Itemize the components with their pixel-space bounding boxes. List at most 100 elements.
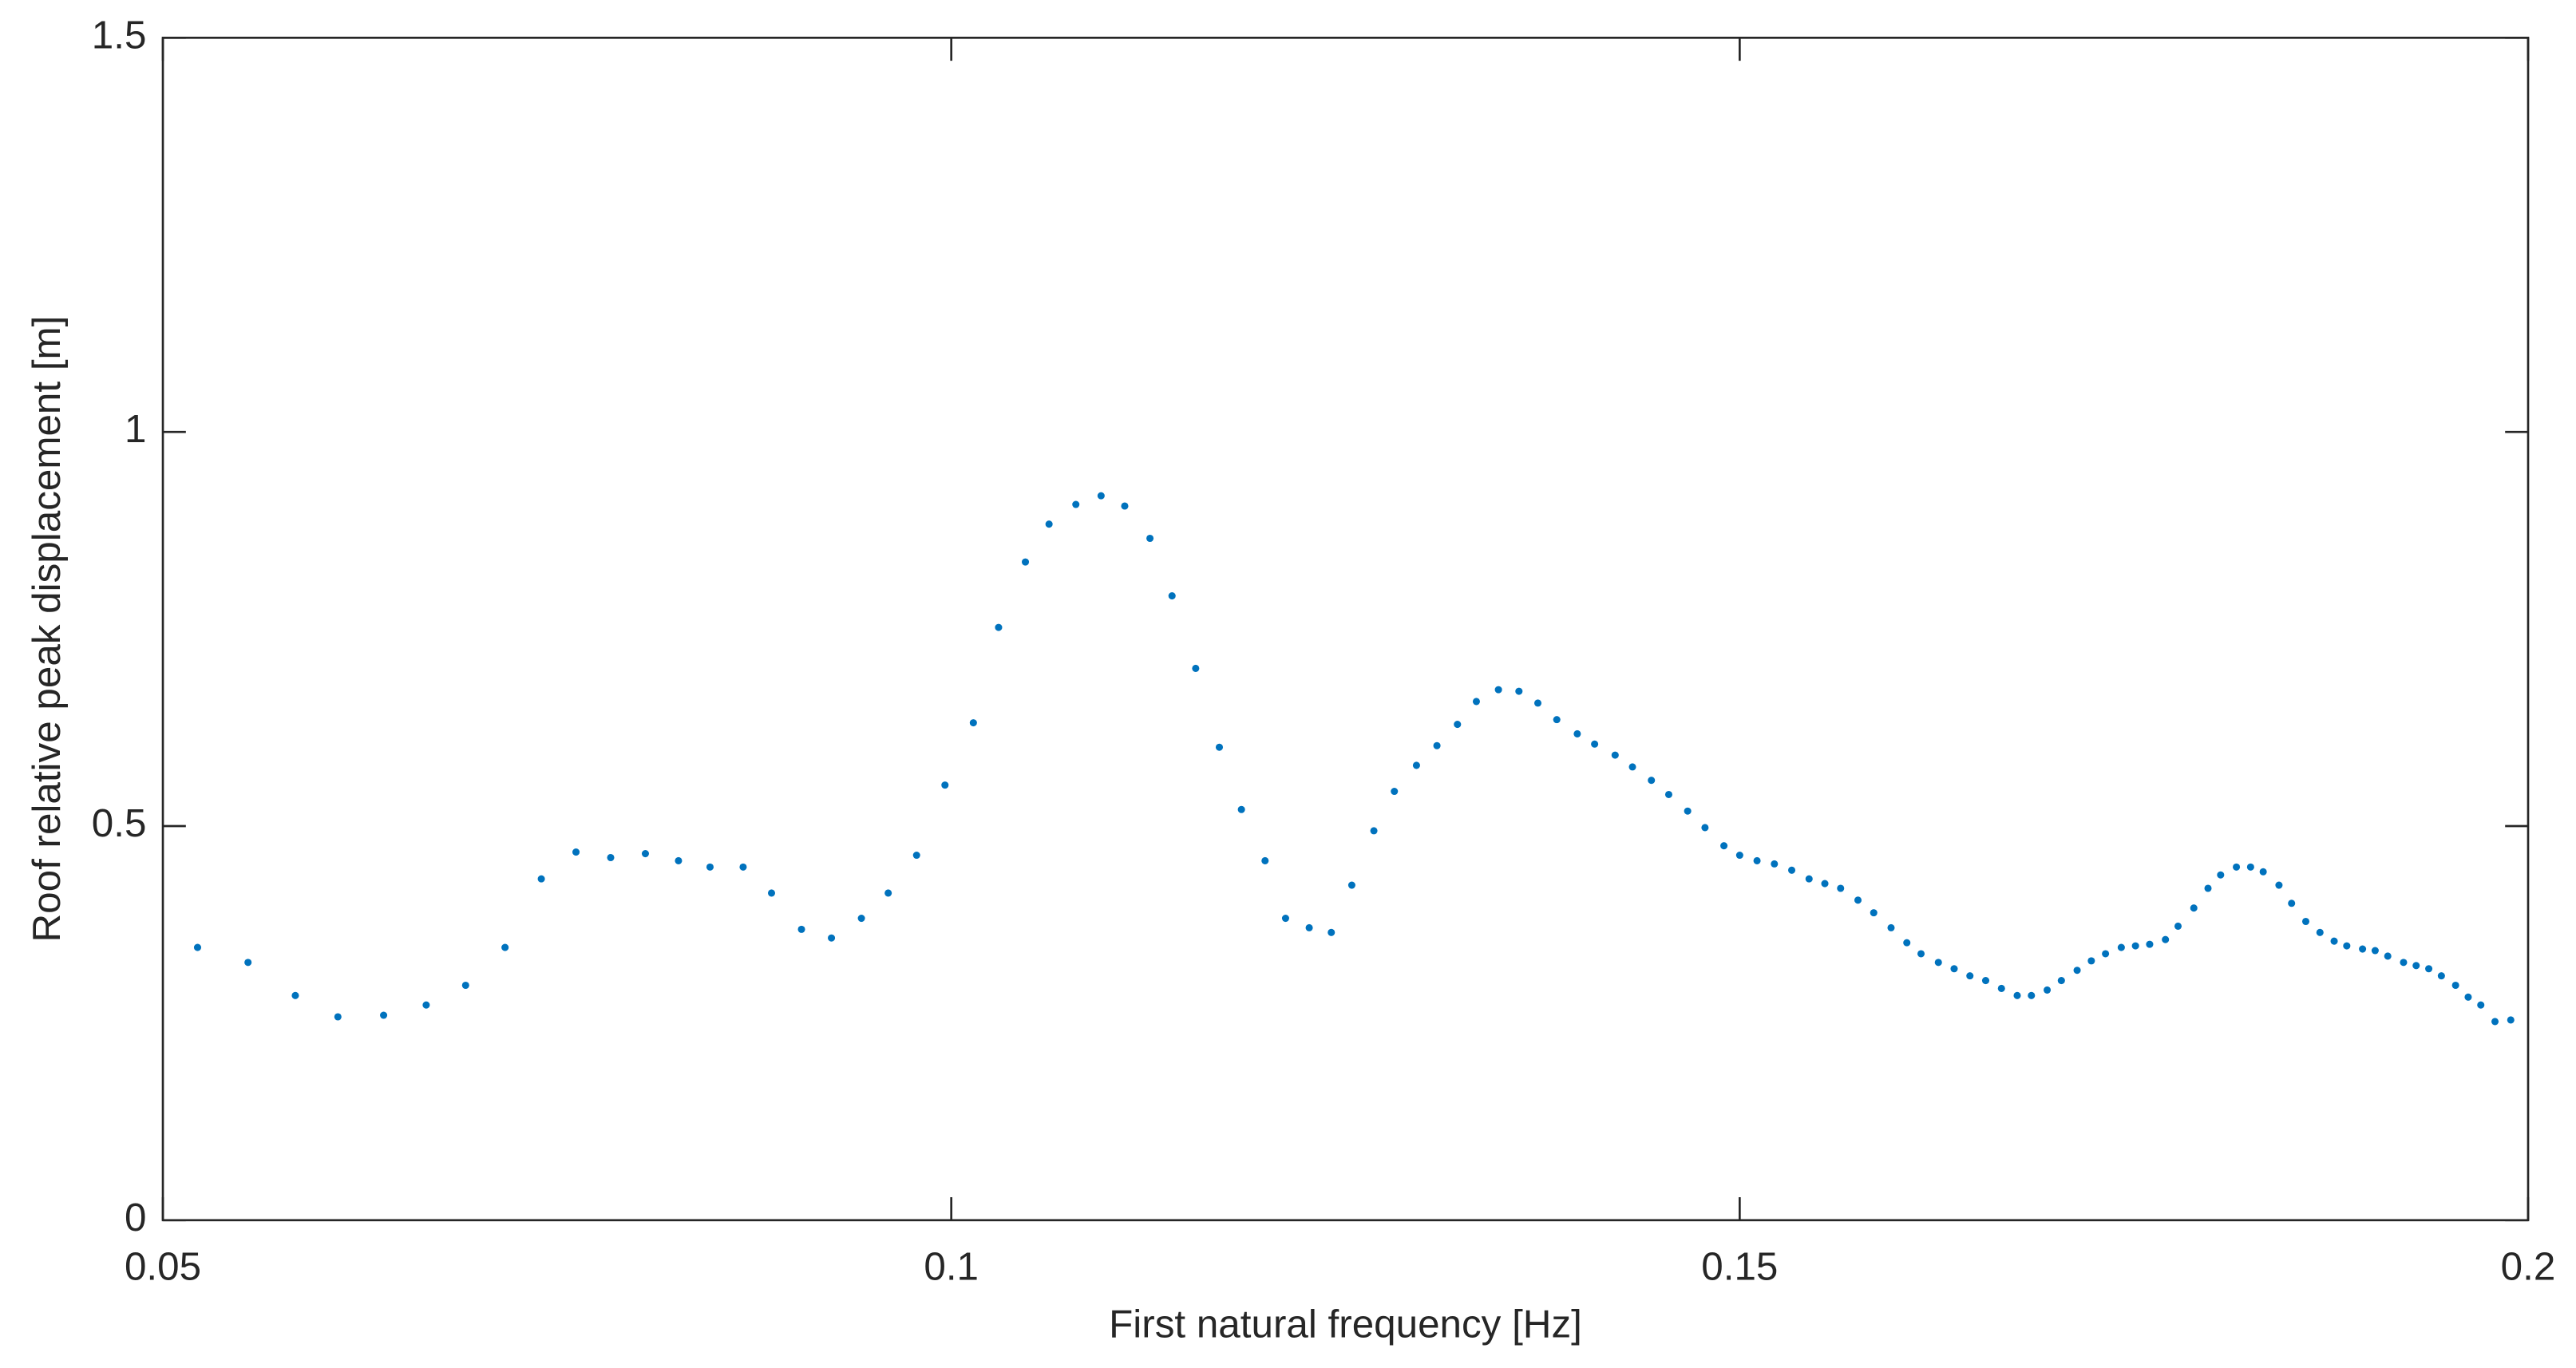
point (1573, 729, 1581, 737)
plot-frame (161, 36, 2530, 1222)
point (2437, 972, 2445, 980)
point (1753, 856, 1761, 864)
point (2330, 937, 2338, 945)
point (706, 863, 714, 871)
point (380, 1011, 388, 1019)
point (607, 853, 615, 862)
point (501, 943, 509, 951)
point (244, 959, 252, 967)
point (1805, 875, 1813, 883)
point (1887, 923, 1895, 931)
point (1591, 740, 1599, 748)
point (1903, 939, 1911, 947)
point (1412, 761, 1420, 769)
point (797, 925, 805, 933)
point (1391, 788, 1399, 796)
point (2057, 977, 2065, 985)
point (995, 623, 1003, 631)
point (767, 889, 776, 897)
point (1997, 984, 2005, 992)
point (1097, 492, 1105, 500)
point (1146, 534, 1154, 543)
point (2288, 899, 2296, 907)
point (1735, 852, 1743, 860)
point (1966, 972, 1974, 980)
point (1821, 880, 1829, 888)
point (2400, 959, 2408, 967)
point (1347, 881, 1355, 889)
point (2359, 945, 2367, 953)
y-tick-label: 0.5 (92, 801, 147, 845)
point (1494, 686, 1502, 694)
point (2246, 863, 2254, 871)
point (193, 943, 202, 951)
point (422, 1001, 430, 1009)
point (2343, 942, 2351, 950)
point (2102, 950, 2110, 958)
point (2425, 965, 2433, 973)
point (1261, 856, 1269, 864)
x-axis-label: First natural frequency [Hz] (1109, 1303, 1582, 1346)
y-axis-label: Roof relative peak displacement [m] (25, 316, 69, 943)
point (1045, 520, 1053, 528)
point (572, 848, 580, 856)
point (1684, 807, 1692, 815)
point (2384, 952, 2392, 960)
point (2087, 957, 2095, 965)
point (1472, 698, 1480, 706)
point (1981, 977, 1990, 985)
point (2491, 1018, 2499, 1026)
point (2028, 991, 2036, 999)
point (2190, 904, 2198, 912)
point (1370, 827, 1378, 835)
point (1788, 866, 1796, 874)
point (1611, 751, 1619, 759)
y-tick-label: 1.5 (92, 13, 147, 57)
point (641, 850, 650, 858)
point (2259, 868, 2267, 876)
point (1771, 860, 1779, 868)
point (912, 852, 920, 860)
point (2371, 947, 2379, 955)
point (1515, 687, 1523, 695)
point (1837, 884, 1845, 892)
point (2451, 981, 2459, 990)
point (537, 875, 545, 883)
y-tick-label: 0 (125, 1196, 146, 1240)
point (1305, 923, 1313, 931)
point (2464, 993, 2472, 1001)
point (2412, 962, 2420, 970)
point (1533, 699, 1542, 707)
x-tick-label: 0.2 (2501, 1245, 2556, 1289)
y-tick-label: 1 (125, 407, 146, 451)
point (2117, 943, 2125, 951)
point (1648, 777, 1656, 785)
point (884, 889, 892, 897)
point (2233, 863, 2241, 871)
point (2301, 917, 2310, 926)
point (2217, 871, 2225, 879)
point (941, 781, 949, 789)
point (1934, 959, 1942, 967)
point (1701, 824, 1709, 832)
x-tick-label: 0.15 (1701, 1245, 1778, 1289)
point (291, 991, 299, 999)
point (1553, 716, 1561, 724)
point (2507, 1016, 2515, 1024)
point (2275, 881, 2283, 889)
point (1281, 915, 1289, 923)
point (1072, 500, 1080, 508)
point (334, 1013, 342, 1021)
point (1454, 721, 1462, 729)
point (1433, 741, 1441, 749)
point (1664, 790, 1672, 799)
point (1215, 743, 1224, 751)
point (2174, 922, 2182, 930)
point (2477, 1001, 2485, 1009)
point (2162, 935, 2170, 943)
point (1870, 909, 1878, 917)
point (1720, 842, 1728, 850)
point (461, 981, 469, 990)
